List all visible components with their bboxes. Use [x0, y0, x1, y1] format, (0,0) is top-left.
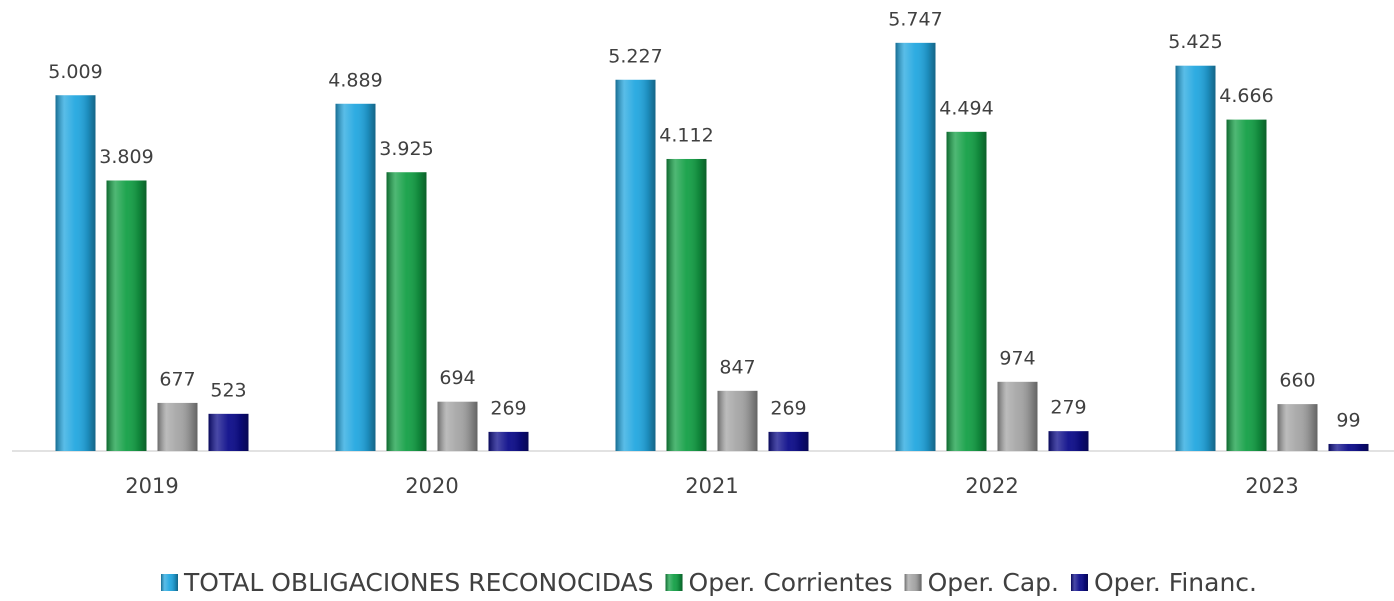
data-label: 660	[1279, 370, 1315, 392]
data-label: 5.009	[48, 61, 102, 83]
bar-shade	[615, 79, 656, 451]
bar-shade	[1048, 431, 1089, 451]
bar-shade	[666, 158, 707, 451]
bar-shade	[335, 103, 376, 451]
legend-marker-shade	[1070, 574, 1088, 591]
bar-shade	[946, 131, 987, 451]
x-tick-label: 2019	[125, 474, 178, 498]
data-label: 974	[999, 347, 1035, 369]
bar-shade	[437, 401, 478, 451]
data-label: 5.227	[608, 45, 662, 67]
bar-shade	[717, 390, 758, 451]
x-tick-label: 2023	[1245, 474, 1298, 498]
bar-shade	[157, 402, 198, 451]
data-label: 5.747	[888, 8, 942, 30]
x-tick-label: 2021	[685, 474, 738, 498]
bar-shade	[895, 42, 936, 452]
legend-marker-shade	[160, 574, 178, 591]
bar-shade	[1175, 65, 1216, 452]
bar-shade	[768, 431, 809, 451]
data-label: 99	[1336, 409, 1360, 431]
bar-shade	[1277, 404, 1318, 451]
data-label: 4.889	[328, 69, 382, 91]
bar-shade	[997, 381, 1038, 451]
legend-label: Oper. Financ.	[1094, 568, 1257, 597]
data-label: 4.666	[1219, 85, 1273, 107]
data-label: 3.809	[99, 146, 153, 168]
x-tick-label: 2020	[405, 474, 458, 498]
legend-label: Oper. Corrientes	[689, 568, 893, 597]
data-label: 847	[719, 356, 755, 378]
data-label: 694	[439, 367, 475, 389]
legend-marker-shade	[665, 574, 683, 591]
data-label: 4.112	[659, 124, 713, 146]
legend-marker-shade	[904, 574, 922, 591]
data-label: 3.925	[379, 138, 433, 160]
data-label: 5.425	[1168, 31, 1222, 53]
data-label: 677	[159, 368, 195, 390]
bar-shade	[208, 413, 249, 451]
data-label: 279	[1050, 397, 1086, 419]
legend-label: Oper. Cap.	[928, 568, 1059, 597]
data-label: 523	[210, 379, 246, 401]
data-label: 269	[490, 397, 526, 419]
bar-shade	[55, 95, 96, 452]
x-tick-label: 2022	[965, 474, 1018, 498]
bar-shade	[1328, 443, 1369, 451]
data-label: 4.494	[939, 97, 993, 119]
bar-shade	[488, 431, 529, 451]
bar-shade	[1226, 119, 1267, 452]
bar-shade	[386, 172, 427, 451]
legend-label: TOTAL OBLIGACIONES RECONOCIDAS	[183, 568, 654, 597]
bar-shade	[106, 180, 147, 451]
data-label: 269	[770, 397, 806, 419]
